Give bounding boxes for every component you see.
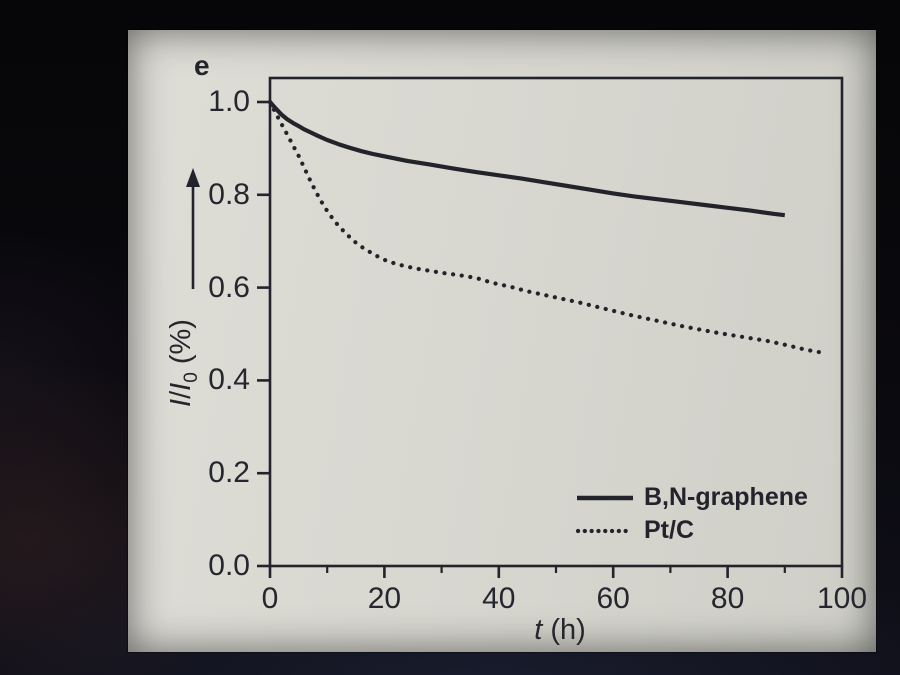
y-axis-label-slash: / xyxy=(165,390,197,399)
x-tick-label: 60 xyxy=(596,582,630,615)
y-axis-label-subscript: 0 xyxy=(180,372,202,383)
y-axis-label: I/I0 (%) xyxy=(165,303,202,423)
y-axis-label-unit: (%) xyxy=(165,319,197,373)
y-tick-label: 0.2 xyxy=(208,456,250,490)
y-tick-label: 0.6 xyxy=(208,270,250,304)
x-tick-label: 20 xyxy=(367,582,402,615)
x-axis-label: t (h) xyxy=(495,614,625,647)
x-tick-label: 100 xyxy=(816,582,868,615)
panel-label: e xyxy=(194,50,210,81)
legend-label: B,N-graphene xyxy=(644,483,808,511)
legend-item-ptc: Pt/C xyxy=(576,514,808,547)
x-tick-label: 80 xyxy=(710,582,745,615)
legend-label: Pt/C xyxy=(644,516,694,544)
legend-line-solid-icon xyxy=(577,495,633,500)
x-tick-label: 0 xyxy=(261,582,279,615)
x-axis-label-symbol: t xyxy=(534,614,543,646)
y-tick-label: 0.0 xyxy=(208,549,250,582)
x-axis-label-unit: (h) xyxy=(542,614,586,646)
legend-line-dotted-icon xyxy=(576,528,634,533)
x-tick-label: 40 xyxy=(482,582,516,615)
legend-item-bn-graphene: B,N-graphene xyxy=(576,481,808,514)
y-axis-label-denominator: I xyxy=(165,382,197,391)
y-axis-label-numerator: I xyxy=(165,398,197,407)
y-tick-label: 0.8 xyxy=(208,177,250,211)
y-tick-label: 0.4 xyxy=(208,363,250,397)
chart-legend: B,N-graphene Pt/C xyxy=(576,481,808,547)
y-tick-label: 1.0 xyxy=(208,85,250,118)
